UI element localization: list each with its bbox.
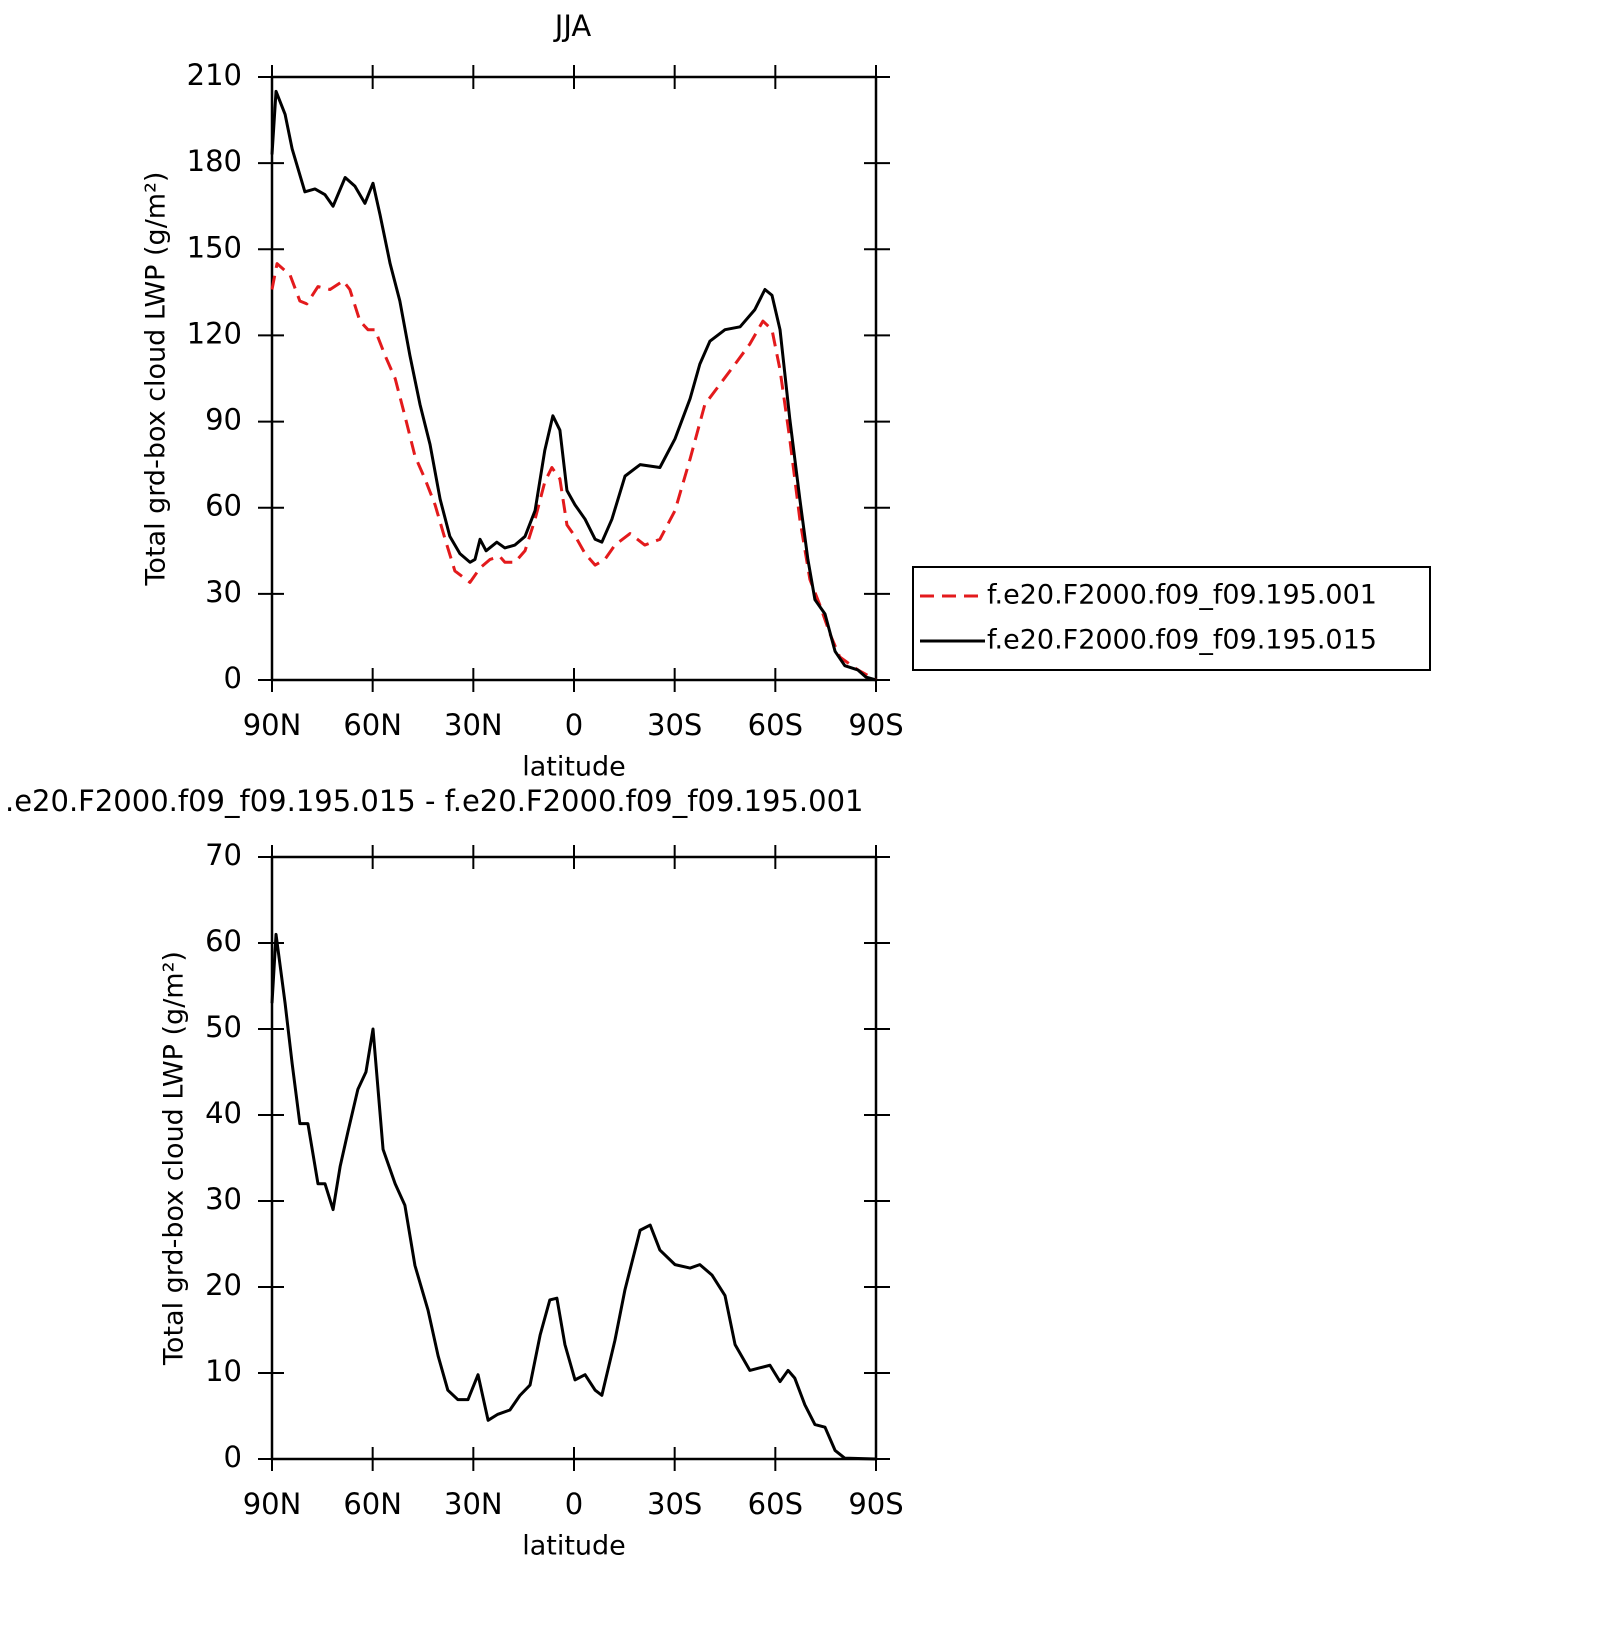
x-tick-label: 30S — [647, 708, 702, 742]
y-tick-label: 30 — [205, 575, 242, 609]
y-tick-label: 30 — [205, 1182, 242, 1216]
x-tick-label: 30N — [444, 1487, 503, 1521]
y-tick-label: 150 — [187, 230, 242, 264]
x-tick-label: 60S — [748, 1487, 803, 1521]
y-tick-label: 0 — [224, 661, 242, 695]
y-tick-label: 60 — [205, 924, 242, 958]
legend-box — [912, 566, 1431, 671]
x-tick-label: 60N — [343, 1487, 402, 1521]
y-axis-label: Total grd-box cloud LWP (g/m²) — [141, 172, 172, 587]
data-line — [270, 932, 877, 1461]
y-tick-label: 120 — [187, 316, 242, 350]
x-tick-label: 90N — [243, 1487, 302, 1521]
y-tick-label: 20 — [205, 1268, 242, 1302]
x-tick-label: 90S — [848, 1487, 903, 1521]
y-tick-label: 0 — [224, 1440, 242, 1474]
x-tick-label: 0 — [565, 708, 583, 742]
y-axis-label: Total grd-box cloud LWP (g/m²) — [159, 951, 190, 1366]
y-tick-label: 10 — [205, 1354, 242, 1388]
data-line — [270, 89, 877, 682]
y-tick-label: 70 — [205, 838, 242, 872]
chart-title: JJA — [553, 9, 592, 43]
x-tick-label: 90S — [848, 708, 903, 742]
y-tick-label: 60 — [205, 489, 242, 523]
y-tick-label: 40 — [205, 1096, 242, 1130]
x-tick-label: 90N — [243, 708, 302, 742]
x-tick-label: 30N — [444, 708, 503, 742]
y-tick-label: 50 — [205, 1010, 242, 1044]
x-tick-label: 60S — [748, 708, 803, 742]
y-tick-label: 180 — [187, 144, 242, 178]
x-axis-label: latitude — [522, 1531, 626, 1562]
x-tick-label: 30S — [647, 1487, 702, 1521]
legend-label: f.e20.F2000.f09_f09.195.015 — [987, 625, 1377, 656]
x-tick-label: 0 — [565, 1487, 583, 1521]
y-tick-label: 210 — [187, 58, 242, 92]
legend-label: f.e20.F2000.f09_f09.195.001 — [987, 580, 1377, 611]
x-tick-label: 60N — [343, 708, 402, 742]
x-axis-label: latitude — [522, 752, 626, 783]
y-tick-label: 90 — [205, 403, 242, 437]
chart-title: .e20.F2000.f09_f09.195.015 - f.e20.F2000… — [5, 784, 864, 818]
